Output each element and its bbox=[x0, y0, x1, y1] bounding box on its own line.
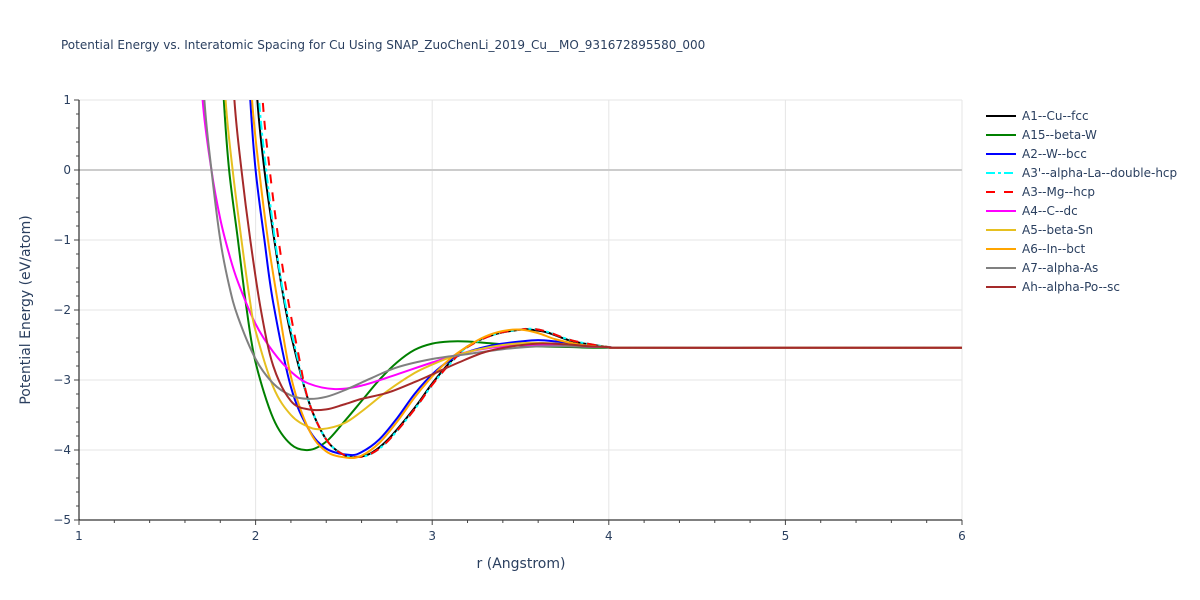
y-tick-label: −2 bbox=[53, 303, 71, 317]
chart-title: Potential Energy vs. Interatomic Spacing… bbox=[61, 38, 706, 52]
legend-item[interactable]: A7--alpha-As bbox=[985, 258, 1177, 277]
legend-line-icon bbox=[986, 285, 1016, 288]
legend-item[interactable]: A6--In--bct bbox=[985, 239, 1177, 258]
series-line-5 bbox=[201, 100, 962, 391]
legend-line-icon bbox=[986, 228, 1016, 231]
legend: A1--Cu--fcc A15--beta-W A2--W--bcc A3'--alp… bbox=[985, 106, 1177, 296]
legend-label: A3'--alpha-La--double-hcp bbox=[1022, 165, 1178, 180]
x-tick-label: 6 bbox=[958, 529, 966, 543]
legend-item[interactable]: A3'--alpha-La--double-hcp bbox=[985, 163, 1177, 182]
legend-label: A3--Mg--hcp bbox=[1022, 184, 1095, 199]
legend-line-icon bbox=[986, 114, 1016, 117]
series-line-8 bbox=[203, 100, 962, 400]
legend-label: A1--Cu--fcc bbox=[1022, 108, 1089, 123]
series-line-6 bbox=[224, 100, 962, 431]
legend-label: A4--C--dc bbox=[1022, 203, 1078, 218]
y-tick-label: −3 bbox=[53, 373, 71, 387]
legend-label: A5--beta-Sn bbox=[1022, 222, 1094, 237]
x-tick-label: 5 bbox=[782, 529, 790, 543]
y-tick-label: −1 bbox=[53, 233, 71, 247]
legend-label: A2--W--bcc bbox=[1022, 146, 1087, 161]
legend-label: A15--beta-W bbox=[1022, 127, 1097, 142]
x-tick-label: 2 bbox=[252, 529, 260, 543]
axes: 1 0 −1 −2 −3 −4 −5 1 2 3 4 5 6 bbox=[53, 93, 966, 543]
series-line-9 bbox=[233, 100, 962, 412]
series-line-3 bbox=[258, 100, 962, 459]
legend-line-icon bbox=[986, 266, 1016, 269]
legend-label: A7--alpha-As bbox=[1022, 260, 1099, 275]
legend-item[interactable]: A5--beta-Sn bbox=[985, 220, 1177, 239]
legend-item[interactable]: Ah--alpha-Po--sc bbox=[985, 277, 1177, 296]
legend-item[interactable]: A2--W--bcc bbox=[985, 144, 1177, 163]
series-layer bbox=[201, 100, 962, 460]
y-tick-label: −5 bbox=[53, 513, 71, 527]
series-line-1 bbox=[222, 100, 962, 452]
legend-item[interactable]: A3--Mg--hcp bbox=[985, 182, 1177, 201]
x-tick-label: 3 bbox=[428, 529, 436, 543]
legend-line-icon bbox=[986, 190, 1016, 193]
y-tick-label: 0 bbox=[63, 163, 71, 177]
legend-line-icon bbox=[986, 247, 1016, 250]
x-tick-label: 4 bbox=[605, 529, 613, 543]
series-line-0 bbox=[256, 100, 962, 459]
legend-line-icon bbox=[986, 152, 1016, 155]
legend-line-icon bbox=[986, 133, 1016, 136]
x-tick-label: 1 bbox=[75, 529, 83, 543]
y-tick-label: −4 bbox=[53, 443, 71, 457]
legend-line-icon bbox=[986, 171, 1016, 174]
y-tick-label: 1 bbox=[63, 93, 71, 107]
x-axis-label: r (Angstrom) bbox=[477, 556, 566, 572]
legend-label: A6--In--bct bbox=[1022, 241, 1086, 256]
series-line-7 bbox=[251, 100, 962, 460]
legend-item[interactable]: A15--beta-W bbox=[985, 125, 1177, 144]
legend-line-icon bbox=[986, 209, 1016, 212]
y-axis-label: Potential Energy (eV/atom) bbox=[18, 215, 34, 404]
legend-item[interactable]: A1--Cu--fcc bbox=[985, 106, 1177, 125]
series-line-4 bbox=[261, 100, 962, 459]
legend-item[interactable]: A4--C--dc bbox=[985, 201, 1177, 220]
legend-label: Ah--alpha-Po--sc bbox=[1022, 279, 1120, 294]
